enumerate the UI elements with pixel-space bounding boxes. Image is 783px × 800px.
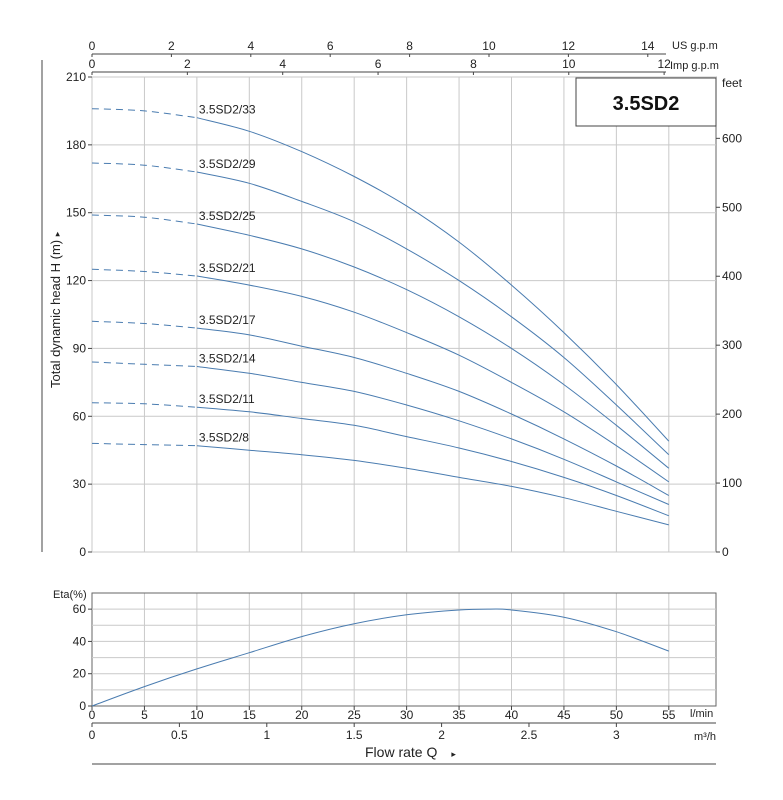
x-tick-label-lmin: 0 xyxy=(89,708,96,722)
head-curve-dashed xyxy=(91,402,197,408)
imp-gpm-tick-label: 8 xyxy=(470,57,477,71)
us-gpm-tick-label: 2 xyxy=(168,39,175,53)
x-tick-label-lmin: 35 xyxy=(452,708,466,722)
head-curve-dashed xyxy=(91,361,197,367)
x-tick-label-lmin: 10 xyxy=(190,708,204,722)
y-tick-label: 0 xyxy=(79,545,86,559)
eta-plot-frame xyxy=(91,592,717,707)
head-curve xyxy=(196,327,670,496)
eta-y-tick-label: 20 xyxy=(73,667,87,681)
x-tick-label-lmin: 45 xyxy=(557,708,571,722)
model-title-box xyxy=(575,77,717,127)
m3h-tick-label: 3 xyxy=(613,728,620,742)
head-curve-dashed xyxy=(91,268,197,277)
x-unit-m3h: m³/h xyxy=(694,731,716,743)
y-tick-label: 90 xyxy=(73,341,87,355)
eta-axis-title: Eta(%) xyxy=(53,589,87,601)
m3h-tick-label: 0 xyxy=(89,728,96,742)
x-unit-lmin: l/min xyxy=(690,708,713,720)
head-curve-dashed xyxy=(91,442,197,447)
m3h-tick-label: 1 xyxy=(263,728,270,742)
y2-tick-label: 500 xyxy=(722,200,742,214)
y2-tick-label: 600 xyxy=(722,131,742,145)
us-gpm-tick-label: 6 xyxy=(327,39,334,53)
y-tick-label: 150 xyxy=(66,206,86,220)
imp-gpm-tick-label: 6 xyxy=(375,57,382,71)
x-axis-arrow: ▸ xyxy=(451,749,456,759)
x-tick-label-lmin: 25 xyxy=(348,708,362,722)
x-tick-label-lmin: 50 xyxy=(610,708,624,722)
us-gpm-tick-label: 14 xyxy=(641,39,655,53)
y-tick-label: 30 xyxy=(73,477,87,491)
us-gpm-tick-label: 10 xyxy=(482,39,496,53)
imp-gpm-tick-label: 0 xyxy=(89,57,96,71)
y-tick-label: 120 xyxy=(66,274,86,288)
head-curve xyxy=(196,275,670,483)
imp-gpm-tick-label: 12 xyxy=(657,57,671,71)
curve-label: 3.5SD2/29 xyxy=(199,157,256,171)
curve-label: 3.5SD2/8 xyxy=(199,431,249,445)
x-tick-label-lmin: 40 xyxy=(505,708,519,722)
y2-tick-label: 0 xyxy=(722,545,729,559)
y-axis-arrow: ▸ xyxy=(52,231,62,236)
eta-y-tick-label: 0 xyxy=(79,699,86,713)
us-gpm-tick-label: 12 xyxy=(562,39,576,53)
curve-label: 3.5SD2/25 xyxy=(199,209,256,223)
m3h-tick-label: 1.5 xyxy=(346,728,363,742)
y-tick-label: 210 xyxy=(66,70,86,84)
curve-label: 3.5SD2/17 xyxy=(199,313,256,327)
head-curve-dashed xyxy=(91,320,197,329)
m3h-tick-label: 2.5 xyxy=(521,728,538,742)
us-gpm-tick-label: 8 xyxy=(406,39,413,53)
curve-label: 3.5SD2/11 xyxy=(199,392,255,406)
efficiency-curve xyxy=(91,608,669,707)
top-axis-us-label: US g.p.m xyxy=(672,40,718,52)
imp-gpm-tick-label: 10 xyxy=(562,57,576,71)
x-tick-label-lmin: 15 xyxy=(243,708,257,722)
head-curve xyxy=(196,366,670,505)
curve-label: 3.5SD2/33 xyxy=(199,103,256,117)
head-curve xyxy=(196,445,669,526)
head-curve xyxy=(196,406,669,517)
y-axis-title-text: Total dynamic head H (m) xyxy=(48,240,63,388)
eta-y-tick-label: 60 xyxy=(73,602,87,616)
y2-tick-label: 300 xyxy=(722,338,742,352)
m3h-tick-label: 2 xyxy=(438,728,445,742)
x-axis-title: Flow rate Q ▸ xyxy=(365,744,456,760)
y2-tick-label: 100 xyxy=(722,476,742,490)
x-tick-label-lmin: 55 xyxy=(662,708,676,722)
head-curve xyxy=(196,117,670,442)
x-tick-label-lmin: 30 xyxy=(400,708,414,722)
x-axis-title-text: Flow rate Q xyxy=(365,744,437,760)
x-tick-label-lmin: 20 xyxy=(295,708,309,722)
head-curve xyxy=(196,223,670,469)
x-tick-label-lmin: 5 xyxy=(141,708,148,722)
y-tick-label: 60 xyxy=(73,409,87,423)
chart-title: 3.5SD2 xyxy=(613,93,680,115)
head-curve xyxy=(196,171,670,456)
curve-label: 3.5SD2/21 xyxy=(199,261,256,275)
curve-label: 3.5SD2/14 xyxy=(199,352,256,366)
us-gpm-tick-label: 0 xyxy=(89,39,96,53)
us-gpm-tick-label: 4 xyxy=(247,39,254,53)
top-axis-imp-label: Imp g.p.m xyxy=(670,60,719,72)
head-curve-dashed xyxy=(91,162,197,173)
y2-tick-label: 200 xyxy=(722,407,742,421)
imp-gpm-tick-label: 4 xyxy=(279,57,286,71)
y-tick-label: 180 xyxy=(66,138,86,152)
head-curve-dashed xyxy=(91,214,197,225)
y-axis-title: Total dynamic head H (m) ▸ xyxy=(48,231,63,388)
head-curve-dashed xyxy=(91,108,197,119)
y2-tick-label: 400 xyxy=(722,269,742,283)
y2-axis-title: feet xyxy=(722,76,743,90)
imp-gpm-tick-label: 2 xyxy=(184,57,191,71)
eta-y-tick-label: 40 xyxy=(73,634,87,648)
m3h-tick-label: 0.5 xyxy=(171,728,188,742)
main-plot-frame xyxy=(91,76,717,553)
